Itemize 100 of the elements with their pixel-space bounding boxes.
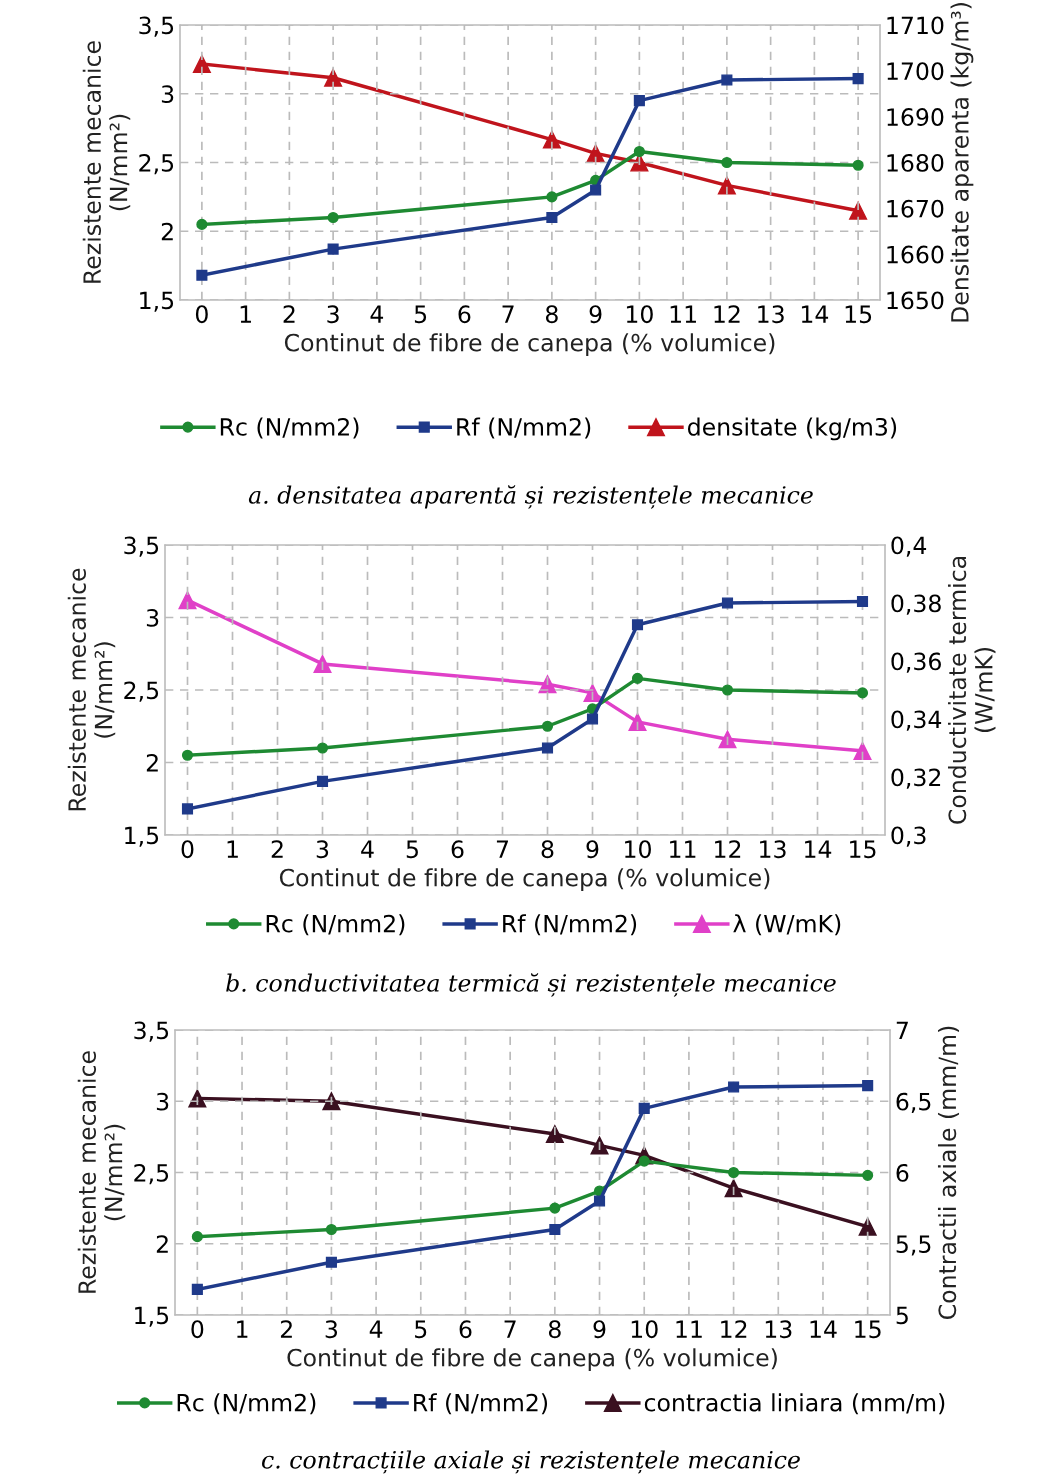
y2-tick-label: 1650 <box>887 291 944 310</box>
x-tick-label: 14 <box>805 840 832 858</box>
y-axis-title: Rezistente mecanice (N/mm²) <box>82 41 131 283</box>
x-axis-title: Continut de fibre de canepa (% volumice) <box>284 333 775 357</box>
point <box>191 1231 203 1243</box>
point <box>721 684 734 696</box>
x-axis-title: Continut de fibre de canepa (% volumice) <box>279 868 770 892</box>
point <box>728 1166 740 1179</box>
point <box>191 1283 203 1295</box>
y2-tick-label: 6 <box>896 1163 909 1182</box>
point <box>324 68 343 87</box>
point <box>541 742 554 754</box>
x-tick-label: 5 <box>406 840 418 859</box>
legend-label: densitate (kg/m3) <box>687 417 897 441</box>
x-tick-label: 15 <box>845 305 872 324</box>
point <box>628 712 647 731</box>
x-tick-label: 11 <box>670 840 696 858</box>
x-tick-label: 6 <box>459 1320 472 1339</box>
point <box>862 1080 874 1092</box>
text: b. conductivitatea termică și rezistențele mecanice <box>226 973 836 997</box>
x-tick-label: 5 <box>414 305 427 324</box>
y-tick-label: 2 <box>161 222 173 241</box>
y2-tick-label: 1710 <box>887 16 944 35</box>
point <box>313 654 332 673</box>
y-tick-label: 2,5 <box>134 1163 169 1185</box>
point <box>546 211 558 224</box>
y2-tick-label: 0,4 <box>891 536 927 557</box>
x-tick-label: 4 <box>369 1320 383 1338</box>
y-tick-label: 3 <box>156 1092 169 1111</box>
y-tick-label: 3 <box>161 85 174 104</box>
point <box>852 73 864 85</box>
y-tick-label: 1,5 <box>140 291 174 312</box>
point <box>327 243 339 255</box>
x-tick-label: 11 <box>676 1320 702 1338</box>
y-tick-label: 2 <box>156 1235 168 1253</box>
y-tick-label: 1,5 <box>125 826 159 847</box>
y-tick-label: 2,5 <box>124 681 159 702</box>
y-axis-title: Rezistente mecanice (N/mm²) <box>67 568 116 811</box>
x-tick-label: 3 <box>316 840 329 859</box>
legend-label: Rc (N/mm2) <box>177 1393 316 1415</box>
point <box>631 672 644 684</box>
x-tick-label: 9 <box>589 305 602 324</box>
x-tick-label: 10 <box>625 840 651 859</box>
y2-tick-label: 6,5 <box>896 1092 931 1113</box>
y-tick-label: 2 <box>146 753 158 772</box>
y2-axis-title: Contractii axiale (mm/m) <box>937 1026 960 1319</box>
point <box>546 191 558 203</box>
legend-label: contractia liniara (mm/m) <box>644 1393 945 1415</box>
legend-label: λ (W/mK) <box>733 914 841 936</box>
point <box>721 156 733 169</box>
point <box>196 218 208 230</box>
y2-tick-label: 1700 <box>887 62 944 81</box>
y2-tick-label: 1680 <box>887 153 944 172</box>
point <box>853 741 872 760</box>
y-axis-title: Rezistente mecanice (N/mm²) <box>77 1051 126 1293</box>
y2-tick-label: 5 <box>896 1306 908 1325</box>
y-tick-label: 3 <box>146 608 159 627</box>
point <box>590 184 602 196</box>
point <box>856 595 869 608</box>
point <box>858 1217 877 1236</box>
x-tick-label: 8 <box>545 305 558 324</box>
x-tick-label: 12 <box>721 1320 747 1338</box>
point <box>638 1102 650 1114</box>
point <box>181 803 194 815</box>
y2-tick-label: 1670 <box>887 199 944 218</box>
point <box>718 730 737 749</box>
point <box>316 742 329 754</box>
x-tick-label: 13 <box>758 305 784 324</box>
x-tick-label: 3 <box>325 1320 338 1339</box>
x-tick-label: 2 <box>271 840 283 858</box>
point <box>856 687 869 699</box>
x-tick-label: 11 <box>670 305 696 323</box>
x-tick-label: 5 <box>415 1320 427 1339</box>
y-tick-label: 2,5 <box>139 153 174 175</box>
x-tick-label: 8 <box>548 1320 561 1339</box>
x-tick-label: 4 <box>370 305 384 323</box>
x-tick-label: 14 <box>810 1320 837 1338</box>
legend-label: Rc (N/mm2) <box>220 417 359 439</box>
y2-tick-label: 0,38 <box>891 594 941 615</box>
x-axis-title: Continut de fibre de canepa (% volumice) <box>287 1348 777 1372</box>
y-tick-label: 3,5 <box>134 1021 169 1042</box>
x-tick-label: 6 <box>458 305 471 324</box>
point <box>178 591 197 610</box>
y-tick-label: 3,5 <box>124 536 159 557</box>
point <box>181 749 194 761</box>
legend-label: Rf (N/mm2) <box>503 914 637 936</box>
legend-label: Rf (N/mm2) <box>414 1393 548 1415</box>
y2-tick-label: 5,5 <box>896 1235 931 1256</box>
y2-tick-label: 1690 <box>887 108 944 126</box>
point <box>590 1136 609 1155</box>
x-tick-label: 9 <box>586 840 599 859</box>
y2-tick-label: 0,34 <box>891 710 942 731</box>
point <box>721 74 733 86</box>
point <box>724 1179 743 1198</box>
x-tick-label: 1 <box>237 1320 248 1338</box>
point <box>316 775 329 787</box>
x-tick-label: 10 <box>626 305 653 324</box>
x-tick-label: 12 <box>715 840 741 858</box>
x-tick-label: 1 <box>240 305 251 323</box>
point <box>325 1256 337 1268</box>
